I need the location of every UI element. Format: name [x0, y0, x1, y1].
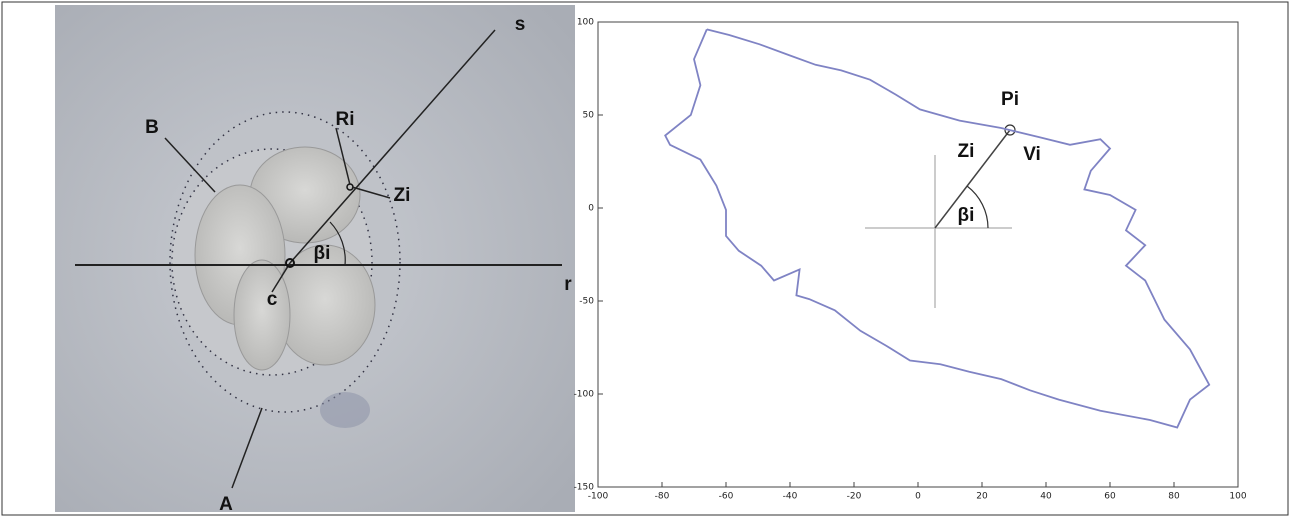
y-tick-label: -100 [574, 390, 595, 400]
x-tick-label: 80 [1168, 492, 1180, 502]
y-tick-label: -150 [574, 483, 595, 493]
x-tick-label: -80 [655, 492, 670, 502]
y-tick-label: 100 [577, 18, 594, 28]
annotation: βi [958, 205, 975, 226]
photo-label: s [515, 14, 526, 35]
x-tick-label: 40 [1040, 492, 1052, 502]
figure: s Ri B Zi βi c r A -100 -80 -60 -40 -20 0 20 40 60 80 100 -… [0, 0, 1292, 517]
y-tick-label: 50 [583, 111, 595, 121]
photo-label: Zi [394, 185, 411, 206]
x-tick-label: 60 [1104, 492, 1116, 502]
photo-label: B [145, 117, 159, 138]
y-tick-label: 0 [588, 204, 594, 214]
x-tick-label: 0 [915, 492, 921, 502]
photo-label: r [564, 274, 572, 295]
annotation: Pi [1001, 89, 1019, 110]
x-tick-label: -40 [783, 492, 798, 502]
x-tick-label: -20 [847, 492, 862, 502]
photo-label: βi [314, 243, 331, 264]
x-tick-label: 100 [1229, 492, 1246, 502]
x-tick-label: -60 [719, 492, 734, 502]
photo-label: A [219, 494, 233, 515]
annotation: Vi [1023, 144, 1041, 165]
y-tick-label: -50 [579, 297, 594, 307]
x-tick-label: 20 [976, 492, 988, 502]
photo-label: c [267, 289, 278, 310]
plot [598, 22, 1238, 487]
annotation: Zi [958, 141, 975, 162]
x-tick-label: -100 [588, 492, 609, 502]
photo-label: Ri [336, 109, 355, 130]
